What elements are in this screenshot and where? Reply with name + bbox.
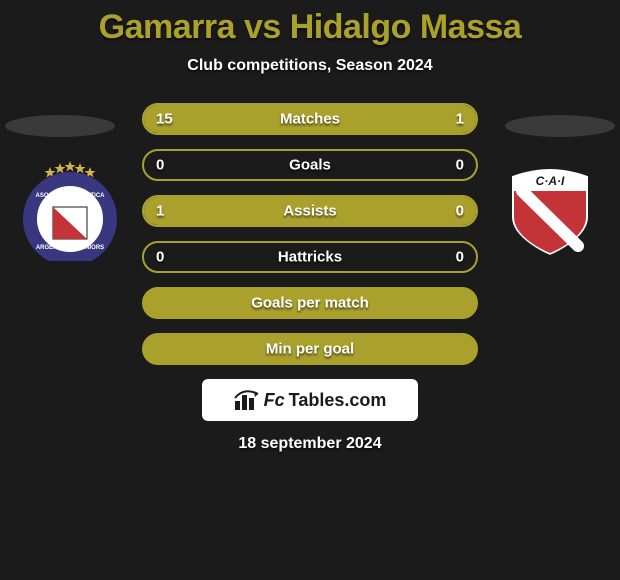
stat-label: Assists — [144, 203, 476, 220]
svg-text:ASOCIACION ATLETICA: ASOCIACION ATLETICA — [36, 193, 106, 199]
comparison-title: Gamarra vs Hidalgo Massa — [0, 0, 620, 47]
club-badge-left: ASOCIACION ATLETICA ARGENTINOS JUNIORS — [20, 161, 120, 261]
player1-shadow — [5, 115, 115, 137]
bar-chart-icon — [234, 389, 260, 411]
svg-text:C·A·I: C·A·I — [536, 174, 565, 188]
stat-label: Min per goal — [144, 341, 476, 358]
stat-bar: Goals per match — [142, 287, 478, 319]
stat-bar: 00Goals — [142, 149, 478, 181]
club-badge-right: C·A·I — [500, 161, 600, 261]
stat-bars: 151Matches 00Goals 10Assists 00Hattricks Goa… — [142, 103, 478, 365]
independiente-icon: C·A·I — [500, 161, 600, 261]
stat-label: Matches — [144, 111, 476, 128]
svg-text:ARGENTINOS JUNIORS: ARGENTINOS JUNIORS — [36, 245, 104, 251]
comparison-stage: ASOCIACION ATLETICA ARGENTINOS JUNIORS C… — [0, 103, 620, 365]
stat-bar: 151Matches — [142, 103, 478, 135]
comparison-subtitle: Club competitions, Season 2024 — [0, 57, 620, 75]
player2-shadow — [505, 115, 615, 137]
brand-prefix: Fc — [264, 390, 285, 411]
infographic-date: 18 september 2024 — [0, 435, 620, 453]
stat-bar: 10Assists — [142, 195, 478, 227]
argentinos-juniors-icon: ASOCIACION ATLETICA ARGENTINOS JUNIORS — [20, 161, 120, 261]
stat-label: Goals — [144, 157, 476, 174]
stat-bar: Min per goal — [142, 333, 478, 365]
brand-text: Tables.com — [289, 390, 387, 411]
stat-bar: 00Hattricks — [142, 241, 478, 273]
brand-badge: FcTables.com — [202, 379, 418, 421]
stat-label: Hattricks — [144, 249, 476, 266]
stat-label: Goals per match — [144, 295, 476, 312]
